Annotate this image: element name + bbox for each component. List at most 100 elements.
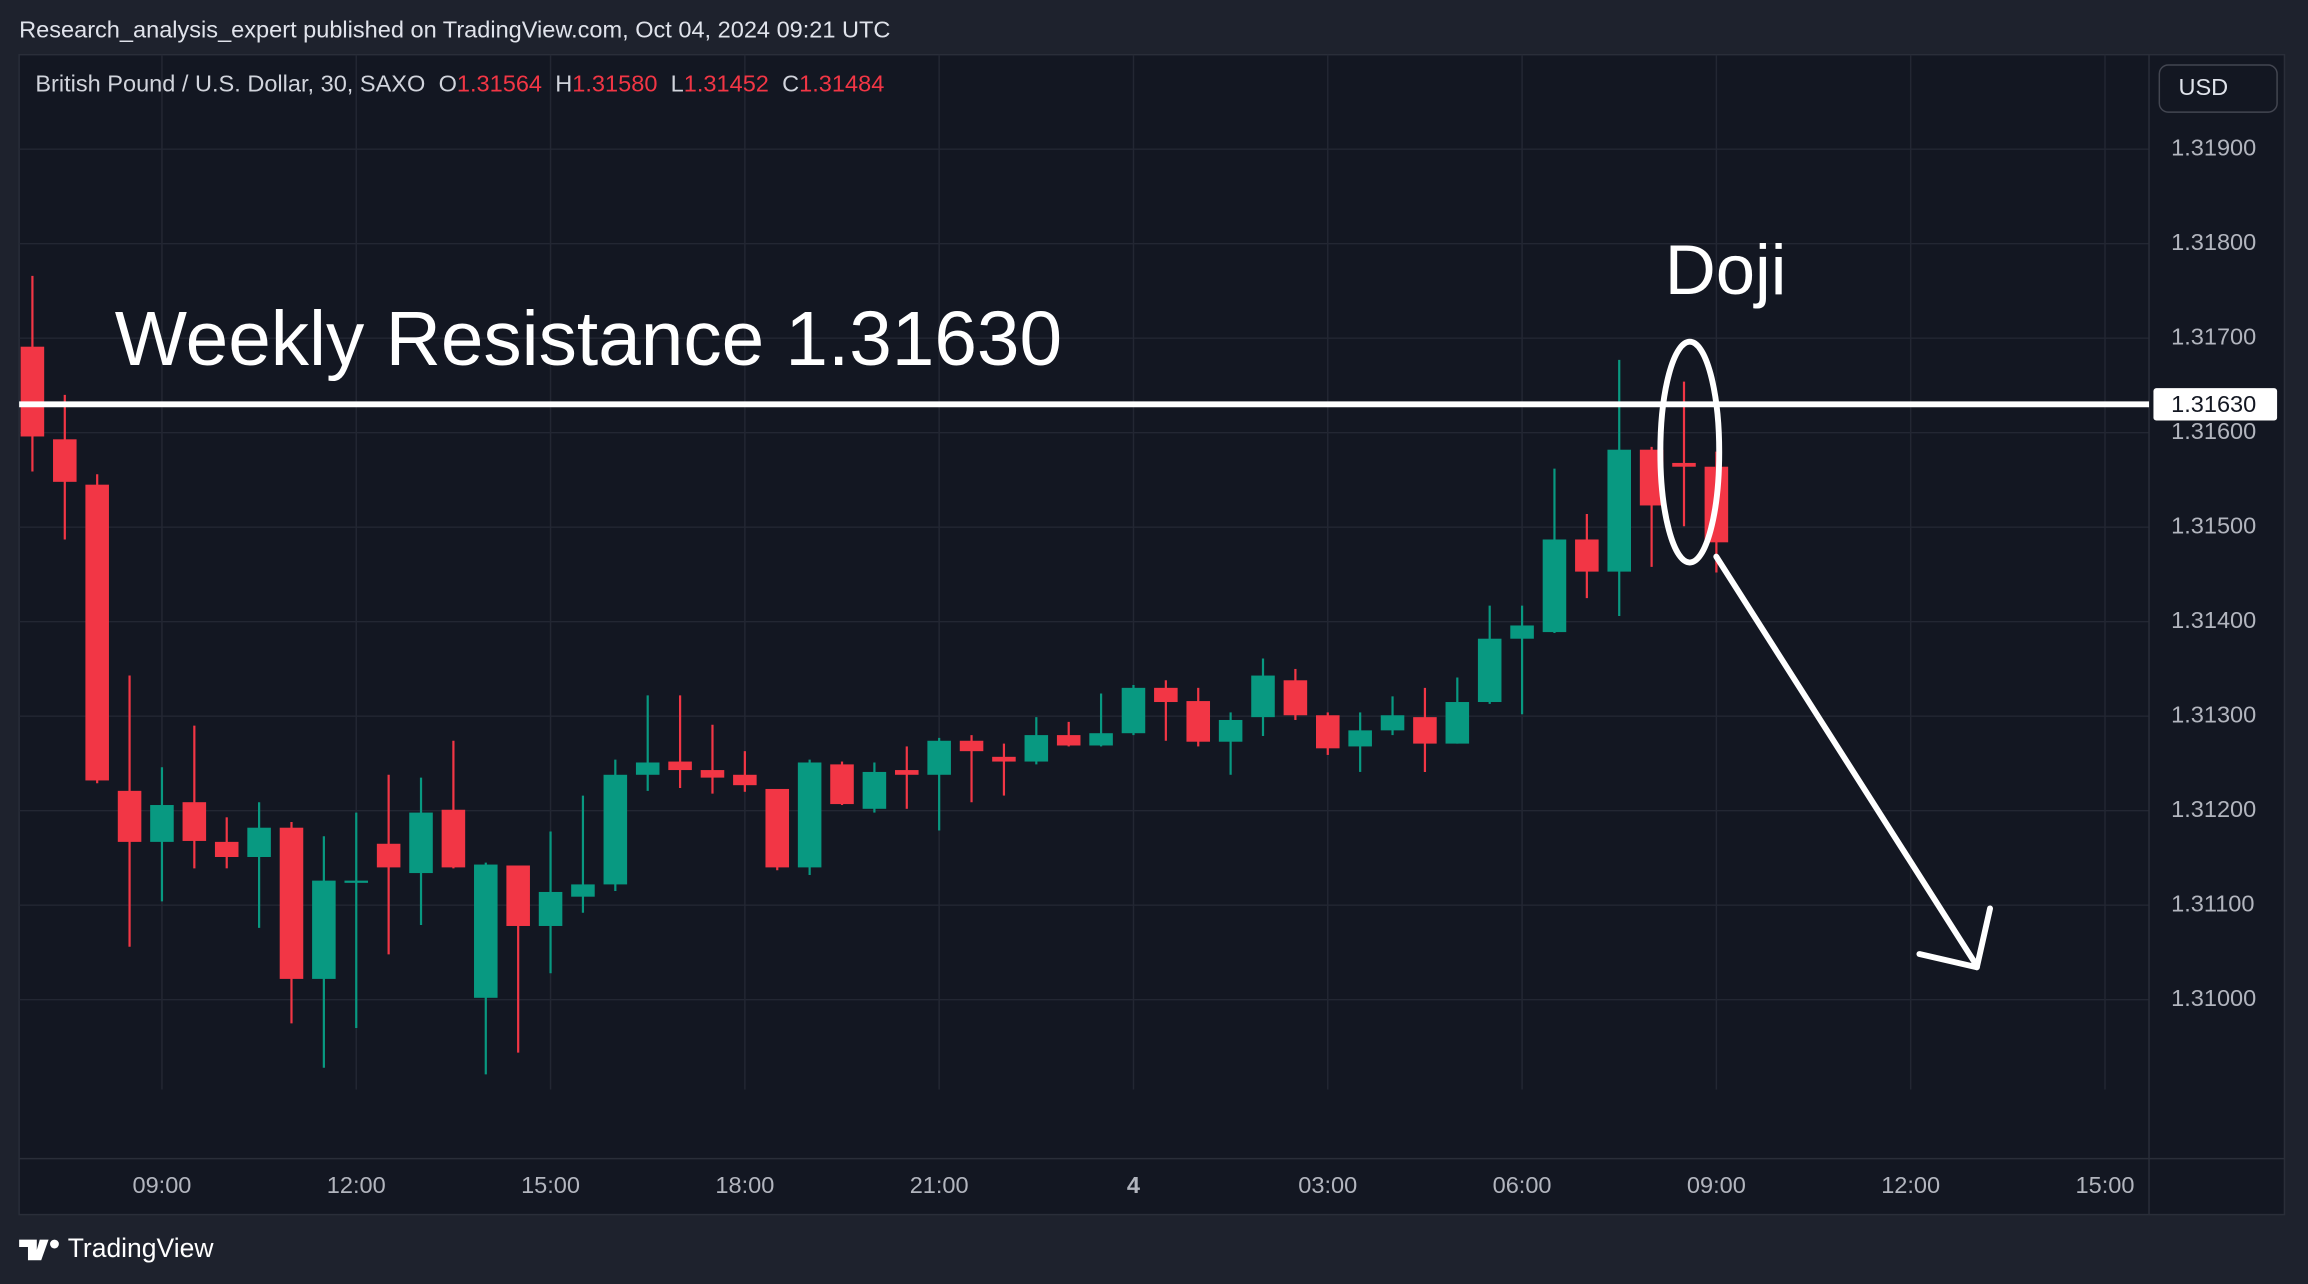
candle-body (733, 774, 757, 786)
y-tick-label: 1.31400 (2171, 607, 2256, 633)
candle-body (668, 761, 692, 771)
candle-body (1283, 680, 1308, 716)
candle-body (1477, 638, 1502, 703)
x-tick-label: 18:00 (715, 1172, 774, 1198)
doji-circle (1657, 338, 1723, 566)
y-tick-label: 1.31500 (2171, 512, 2256, 538)
close: 1.31484 (799, 71, 884, 97)
resistance-text: Weekly Resistance 1.31630 (115, 297, 1062, 382)
candle-body (214, 841, 239, 857)
currency-button[interactable] (2158, 64, 2278, 113)
x-tick-label: 09:00 (1687, 1172, 1746, 1198)
candle-body (1186, 701, 1211, 742)
x-tick-label: 4 (1127, 1172, 1140, 1198)
y-tick-label: 1.31100 (2171, 890, 2254, 916)
candle-body (1251, 675, 1275, 718)
logo-dot (50, 1239, 59, 1249)
candle-body (506, 865, 530, 926)
candle-body (474, 864, 498, 998)
x-tick-label: 15:00 (2076, 1172, 2135, 1198)
candle-body (1639, 449, 1664, 506)
x-tick-label: 12:00 (1881, 1172, 1940, 1198)
candle-body (53, 439, 77, 482)
publisher: Research_analysis_expert published on Tr… (19, 16, 890, 42)
candle-body (1121, 687, 1146, 734)
candle-body (538, 891, 563, 926)
o: O (439, 71, 457, 97)
x-tick-label: 09:00 (132, 1172, 191, 1198)
candle-body (1575, 539, 1599, 572)
candle-body (376, 843, 401, 868)
candle-body (1315, 715, 1340, 749)
high: 1.31580 (572, 71, 657, 97)
y-tick-label: 1.31700 (2171, 323, 2256, 349)
l: L (671, 71, 684, 97)
y-tick-label: 1.31900 (2171, 134, 2256, 160)
candle-body (20, 346, 45, 437)
candle-body (1348, 730, 1372, 747)
arrow (1713, 553, 1994, 971)
candle-body (797, 762, 822, 868)
logo-mark (19, 1239, 49, 1261)
candle-body (1445, 702, 1470, 744)
arrow-shaft (1713, 553, 1980, 969)
chart-pane (18, 53, 2286, 1216)
candle-body (344, 880, 369, 883)
resistance-price-label: 1.31630 (2171, 391, 2256, 417)
candle-body (85, 484, 109, 781)
y-tick-label: 1.31800 (2171, 229, 2256, 255)
y-tick-label: 1.31000 (2171, 985, 2256, 1011)
arrow-head (1916, 951, 1980, 971)
candle-body (1510, 625, 1534, 639)
candle-body (830, 764, 854, 805)
arrow-head (1973, 905, 1994, 971)
x-tick-label: 21:00 (910, 1172, 969, 1198)
x-tick-label: 15:00 (521, 1172, 580, 1198)
candle-body (862, 771, 887, 809)
candle-body (441, 809, 466, 868)
currency[interactable]: USD (2178, 74, 2228, 100)
candle-body (992, 756, 1016, 762)
candle-body (1154, 687, 1178, 703)
candle-body (1413, 717, 1437, 744)
h: H (555, 71, 572, 97)
candle-body (603, 774, 628, 885)
open: 1.31564 (457, 71, 542, 97)
x-tick-label: 06:00 (1493, 1172, 1552, 1198)
candle-body (895, 770, 919, 775)
annotation: Doji (1665, 230, 1787, 309)
brand: TradingView (68, 1233, 215, 1263)
candle-body (1056, 735, 1081, 746)
plot (19, 275, 2150, 1075)
low: 1.31452 (684, 71, 769, 97)
candle-body (247, 827, 271, 857)
candle-body (182, 802, 207, 841)
candle-body (150, 805, 174, 842)
grid (19, 54, 2150, 1090)
candle-body (279, 827, 304, 979)
candle-body (1218, 719, 1243, 742)
y-tick-label: 1.31600 (2171, 418, 2256, 444)
candle-body (117, 790, 142, 842)
candle-body (635, 762, 660, 775)
candle-body (571, 884, 595, 897)
x-tick-label: 03:00 (1298, 1172, 1357, 1198)
legend: British Pound / U.S. Dollar, 30, SAXO O1.… (35, 71, 884, 97)
candle-body (1024, 735, 1049, 762)
candle-body (1672, 462, 1696, 467)
x-tick-label: 12:00 (327, 1172, 386, 1198)
candle-body (959, 740, 984, 752)
resistance-price-tag (2153, 388, 2278, 421)
c: C (782, 71, 799, 97)
candle-body (312, 880, 336, 979)
brand-logo (19, 1239, 59, 1261)
candle-body (927, 740, 951, 775)
candle-body (1542, 539, 1567, 633)
candle-body (700, 770, 725, 778)
y-tick-label: 1.31200 (2171, 796, 2256, 822)
candle-body (1607, 449, 1632, 572)
candle-body (1380, 715, 1405, 731)
symbol: British Pound / U.S. Dollar, 30, SAXO (35, 71, 425, 97)
candle-body (765, 788, 790, 868)
